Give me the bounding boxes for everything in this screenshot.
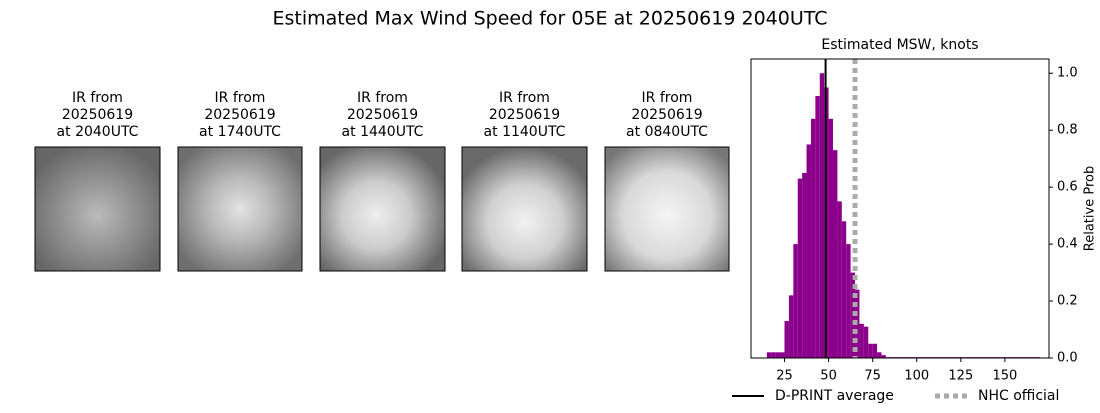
bar xyxy=(863,326,869,358)
panel-title: 20250619 xyxy=(62,107,133,123)
x-tick-label: 100 xyxy=(904,369,929,384)
satellite-image xyxy=(34,146,161,272)
y-tick-label: 1.0 xyxy=(1057,66,1078,81)
bar xyxy=(877,352,882,358)
bar xyxy=(868,343,873,358)
bar xyxy=(802,172,807,358)
satellite-image xyxy=(461,146,588,272)
y-tick-label: 0.6 xyxy=(1057,180,1078,195)
bar xyxy=(771,352,776,358)
satellite-image xyxy=(604,146,730,272)
y-tick-label: 0.0 xyxy=(1057,351,1078,366)
x-tick-label: 25 xyxy=(776,369,793,384)
bar xyxy=(806,144,811,358)
panel-title: IR from xyxy=(499,90,550,106)
legend-label: NHC official xyxy=(978,388,1059,404)
bar xyxy=(815,96,820,359)
bar xyxy=(837,201,842,358)
bar xyxy=(793,244,798,358)
chart-title: Estimated MSW, knots xyxy=(821,37,978,53)
bar xyxy=(832,150,838,358)
panel-title: IR from xyxy=(642,90,693,106)
panel-title: 20250619 xyxy=(631,107,702,123)
satellite-image xyxy=(319,146,446,272)
panel-title: IR from xyxy=(72,90,123,106)
satellite-image xyxy=(177,146,303,272)
figure-title: Estimated Max Wind Speed for 05E at 2025… xyxy=(272,8,827,30)
bar xyxy=(784,320,789,358)
bar xyxy=(780,352,785,358)
panel-title: at 0840UTC xyxy=(626,124,708,140)
panel-title: IR from xyxy=(215,90,266,106)
bar xyxy=(766,352,772,358)
bar xyxy=(828,118,833,358)
x-tick-label: 125 xyxy=(948,369,973,384)
x-tick-label: 150 xyxy=(993,369,1018,384)
y-tick-label: 0.4 xyxy=(1057,237,1078,252)
x-tick-label: 50 xyxy=(820,369,837,384)
y-axis-label: Relative Prob xyxy=(1083,166,1098,251)
legend-item: NHC official xyxy=(935,388,1059,404)
bar xyxy=(872,343,878,358)
panel-title: at 1740UTC xyxy=(199,124,281,140)
legend-item: D-PRINT average xyxy=(732,388,894,404)
y-tick-label: 0.2 xyxy=(1057,294,1078,309)
bar xyxy=(881,355,886,358)
panel-title: IR from xyxy=(357,90,408,106)
x-tick-label: 75 xyxy=(864,369,881,384)
image-panels xyxy=(34,146,730,272)
plot-frame xyxy=(750,58,1050,359)
bar xyxy=(841,221,847,358)
bar xyxy=(846,244,851,358)
bar xyxy=(859,323,864,358)
bar xyxy=(797,178,803,358)
panel-title: 20250619 xyxy=(347,107,418,123)
bar xyxy=(819,73,825,358)
panel-title: 20250619 xyxy=(204,107,275,123)
panel-title: at 2040UTC xyxy=(57,124,139,140)
bar xyxy=(810,118,816,358)
bar xyxy=(788,295,794,358)
bar xyxy=(775,352,781,358)
panel-title: at 1140UTC xyxy=(484,124,566,140)
panel-title: 20250619 xyxy=(489,107,560,123)
y-tick-label: 0.8 xyxy=(1057,123,1078,138)
legend-label: D-PRINT average xyxy=(775,388,894,404)
panel-title: at 1440UTC xyxy=(342,124,424,140)
